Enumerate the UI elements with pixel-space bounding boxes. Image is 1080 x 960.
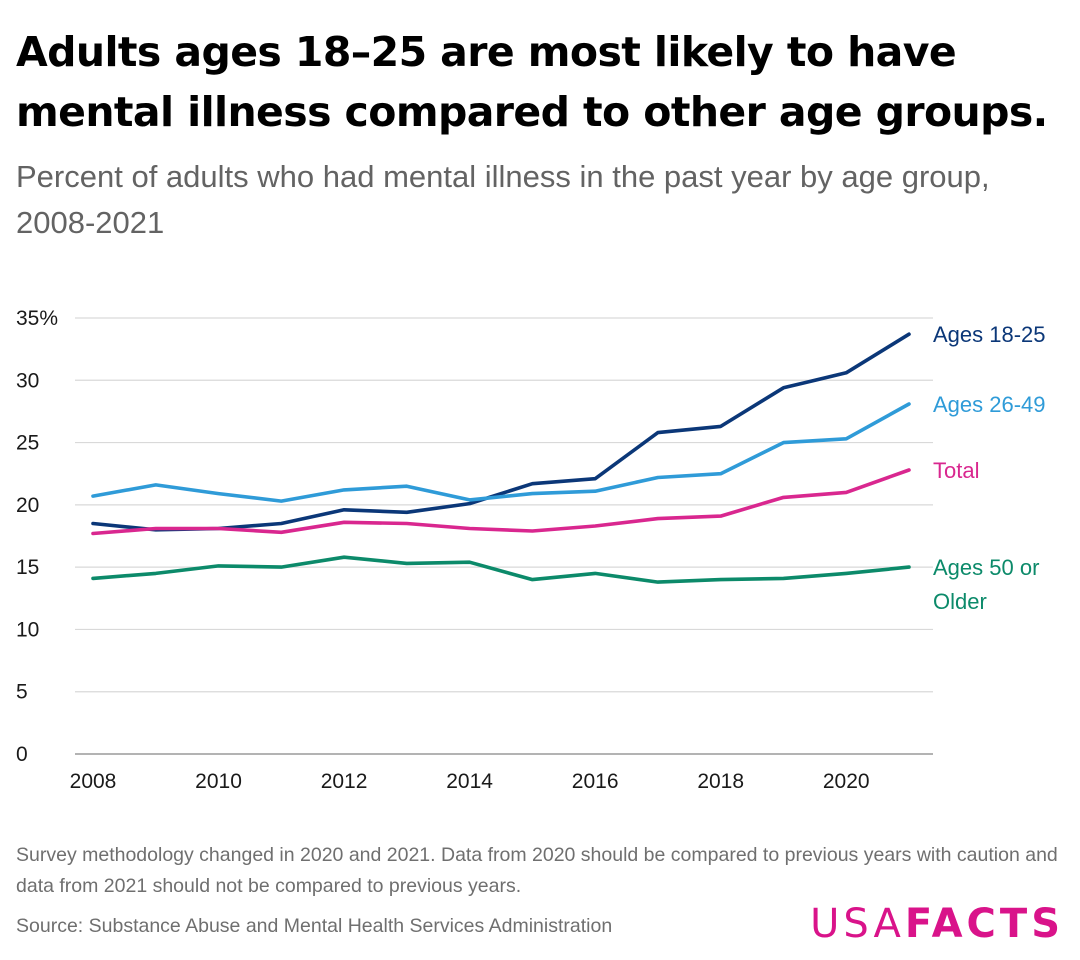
x-tick-label: 2008: [70, 770, 117, 793]
series-label-line: Ages 18-25: [933, 322, 1046, 347]
source-note: Source: Substance Abuse and Mental Healt…: [16, 915, 613, 937]
x-tick-label: 2020: [823, 770, 870, 793]
series-label-ages-18-25: Ages 18-25: [933, 322, 1046, 347]
x-tick-label: 2014: [446, 770, 493, 793]
series-line-ages-26-49: [91, 402, 911, 503]
y-tick-label: 25: [16, 432, 39, 455]
x-tick-label: 2010: [195, 770, 242, 793]
y-tick-label: 35%: [16, 307, 58, 330]
chart-title: Adults ages 18–25 are most likely to hav…: [16, 28, 1048, 136]
y-tick-label: 5: [16, 681, 28, 704]
logo-usa-text: USA: [810, 901, 905, 947]
y-tick-label: 0: [16, 743, 28, 766]
y-tick-label: 20: [16, 494, 39, 517]
series-label-line: Total: [933, 458, 979, 483]
y-tick-label: 10: [16, 618, 39, 641]
logo-facts-text: FACTS: [904, 901, 1064, 947]
x-tick-label: 2018: [697, 770, 744, 793]
series-label-line: Ages 50 or: [933, 555, 1039, 580]
series-line-ages-50-or-older: [91, 555, 911, 584]
x-tick-label: 2016: [572, 770, 619, 793]
series-label-ages-50-or-older: Ages 50 or Older: [933, 555, 1039, 614]
usafacts-logo: USA FACTS: [810, 900, 1064, 948]
line-chart: 0 5 10 15 20 25 30 35% 2008 2010 2012 2014 2016 2018 2…: [16, 307, 1046, 793]
series-line-ages-18-25: [91, 332, 911, 532]
y-tick-label: 30: [16, 369, 39, 392]
chart-subtitle: Percent of adults who had mental illness…: [16, 159, 990, 240]
series-line-total: [91, 468, 911, 536]
y-tick-label: 15: [16, 556, 39, 579]
series-label-total: Total: [933, 458, 979, 483]
series-label-ages-26-49: Ages 26-49: [933, 392, 1046, 417]
series-label-line: Older: [933, 589, 987, 614]
methodology-note: Survey methodology changed in 2020 and 2…: [16, 844, 1058, 897]
series-label-line: Ages 26-49: [933, 392, 1046, 417]
x-tick-label: 2012: [321, 770, 368, 793]
